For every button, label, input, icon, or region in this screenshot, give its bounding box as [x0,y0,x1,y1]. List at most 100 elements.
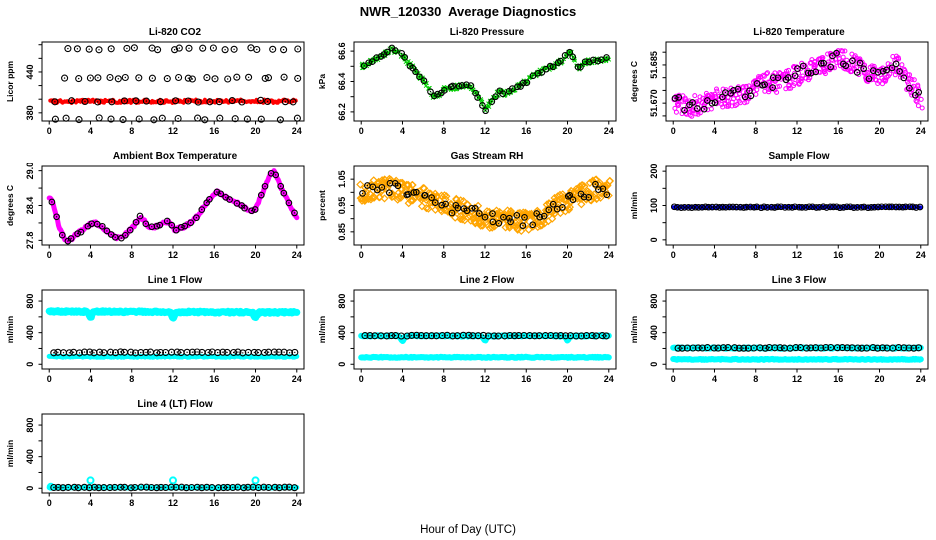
svg-text:16: 16 [521,250,531,260]
svg-text:12: 12 [168,498,178,508]
svg-text:4: 4 [88,374,93,384]
svg-text:400: 400 [649,325,659,340]
svg-text:0: 0 [649,237,659,242]
svg-text:percent: percent [317,190,327,221]
panel-title: Ambient Box Temperature [112,151,238,162]
plot-li820-pressure: 0 4 8 12 16 20 24 66.2 66.4 66.6 kPa [317,41,617,136]
svg-text:24: 24 [292,498,302,508]
figure-title: NWR_120330 Average Diagnostics [359,4,577,19]
plot-li820-temperature: 0 4 8 12 16 20 24 51.670 51.685 degrees C [629,41,929,136]
svg-text:8: 8 [441,250,446,260]
svg-text:4: 4 [88,498,93,508]
svg-text:8: 8 [753,374,758,384]
svg-text:27.8: 27.8 [25,232,35,250]
svg-text:400: 400 [337,325,347,340]
svg-text:0.85: 0.85 [337,223,347,241]
svg-text:4: 4 [88,250,93,260]
panel-title: Li-820 Temperature [753,27,845,38]
svg-text:16: 16 [521,126,531,136]
svg-text:8: 8 [129,126,134,136]
svg-text:400: 400 [25,325,35,340]
svg-text:12: 12 [168,374,178,384]
svg-text:24: 24 [916,126,926,136]
svg-text:12: 12 [792,250,802,260]
svg-text:4: 4 [712,374,717,384]
svg-text:24: 24 [916,374,926,384]
svg-text:20: 20 [563,250,573,260]
svg-text:12: 12 [792,126,802,136]
svg-text:12: 12 [480,126,490,136]
panel-sample-flow: Sample Flow 0 4 8 12 16 20 24 0 100 200 ml/min [624,150,936,274]
plot-line2-flow: 0 4 8 12 16 20 24 0 400 800 ml/min [317,289,617,384]
svg-text:66.6: 66.6 [337,42,347,60]
svg-text:4: 4 [712,250,717,260]
plot-gas-stream-rh: 0 4 8 12 16 20 24 0.85 0.95 1.05 percent [317,165,617,260]
svg-text:16: 16 [209,126,219,136]
svg-text:0: 0 [47,250,52,260]
svg-text:0: 0 [359,126,364,136]
svg-text:12: 12 [168,250,178,260]
svg-text:24: 24 [916,250,926,260]
svg-text:24: 24 [292,126,302,136]
svg-text:4: 4 [400,374,405,384]
svg-text:16: 16 [209,498,219,508]
svg-text:51.670: 51.670 [649,89,659,117]
svg-text:800: 800 [25,418,35,433]
svg-text:20: 20 [251,374,261,384]
panel-line3-flow: Line 3 Flow 0 4 8 12 16 20 24 0 400 800 ml/min [624,274,936,398]
svg-text:4: 4 [400,250,405,260]
svg-text:16: 16 [209,374,219,384]
svg-text:0: 0 [359,374,364,384]
svg-text:8: 8 [441,126,446,136]
svg-text:20: 20 [251,498,261,508]
svg-text:4: 4 [400,126,405,136]
panel-title: Gas Stream RH [450,151,524,162]
plot-ambient-box-temperature: 0 4 8 12 16 20 24 27.8 28.4 29.0 degrees C [5,163,305,260]
svg-text:24: 24 [604,250,614,260]
panel-title: Line 2 Flow [459,275,515,286]
svg-text:0: 0 [47,126,52,136]
svg-text:0: 0 [25,486,35,491]
panel-title: Line 4 (LT) Flow [137,399,213,410]
svg-text:12: 12 [792,374,802,384]
svg-text:20: 20 [875,374,885,384]
panel-li820-pressure: Li-820 Pressure 0 4 8 12 16 20 24 66.2 66.4 66.6 k… [312,26,624,150]
svg-text:degrees C: degrees C [629,61,639,102]
panel-line2-flow: Line 2 Flow 0 4 8 12 16 20 24 0 400 800 ml/min [312,274,624,398]
svg-text:kPa: kPa [317,74,327,89]
svg-text:8: 8 [129,374,134,384]
svg-text:ml/min: ml/min [629,192,639,219]
svg-text:24: 24 [292,250,302,260]
panel-li820-co2: Li-820 CO2 0 4 8 12 16 20 24 380 440 Licor ppm [0,26,312,150]
panel-line1-flow: Line 1 Flow 0 4 8 12 16 20 24 0 400 800 ml/min [0,274,312,398]
svg-text:51.685: 51.685 [649,51,659,79]
svg-text:degrees C: degrees C [5,185,15,226]
svg-text:0: 0 [671,250,676,260]
svg-text:16: 16 [833,374,843,384]
svg-text:0: 0 [671,374,676,384]
panel-title: Sample Flow [768,151,830,162]
svg-text:440: 440 [25,64,35,79]
panel-title: Line 1 Flow [147,275,203,286]
svg-text:ml/min: ml/min [5,316,15,343]
svg-text:1.05: 1.05 [337,170,347,188]
svg-text:0: 0 [359,250,364,260]
svg-text:12: 12 [480,374,490,384]
svg-text:20: 20 [251,126,261,136]
panel-title: Li-820 CO2 [148,27,202,38]
svg-text:66.2: 66.2 [337,103,347,121]
svg-text:24: 24 [604,374,614,384]
svg-text:24: 24 [604,126,614,136]
svg-text:24: 24 [292,374,302,384]
panel-li820-temperature: Li-820 Temperature 0 4 8 12 16 20 24 51.670 51.6… [624,26,936,150]
svg-text:800: 800 [25,294,35,309]
svg-text:ml/min: ml/min [5,440,15,467]
svg-text:8: 8 [129,250,134,260]
svg-text:12: 12 [480,250,490,260]
svg-text:0: 0 [337,362,347,367]
plot-li820-co2: 0 4 8 12 16 20 24 380 440 Licor ppm [5,41,305,136]
svg-text:200: 200 [649,164,659,179]
plot-line3-flow: 0 4 8 12 16 20 24 0 400 800 ml/min [629,289,929,384]
panel-ambient-box-temperature: Ambient Box Temperature 0 4 8 12 16 20 24 27.8 2… [0,150,312,274]
